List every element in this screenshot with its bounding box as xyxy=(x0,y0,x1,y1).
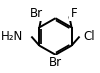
Text: F: F xyxy=(70,7,77,20)
Text: Br: Br xyxy=(30,7,43,20)
Text: Cl: Cl xyxy=(83,30,95,43)
Text: H₂N: H₂N xyxy=(1,30,23,43)
Text: Br: Br xyxy=(49,56,62,69)
